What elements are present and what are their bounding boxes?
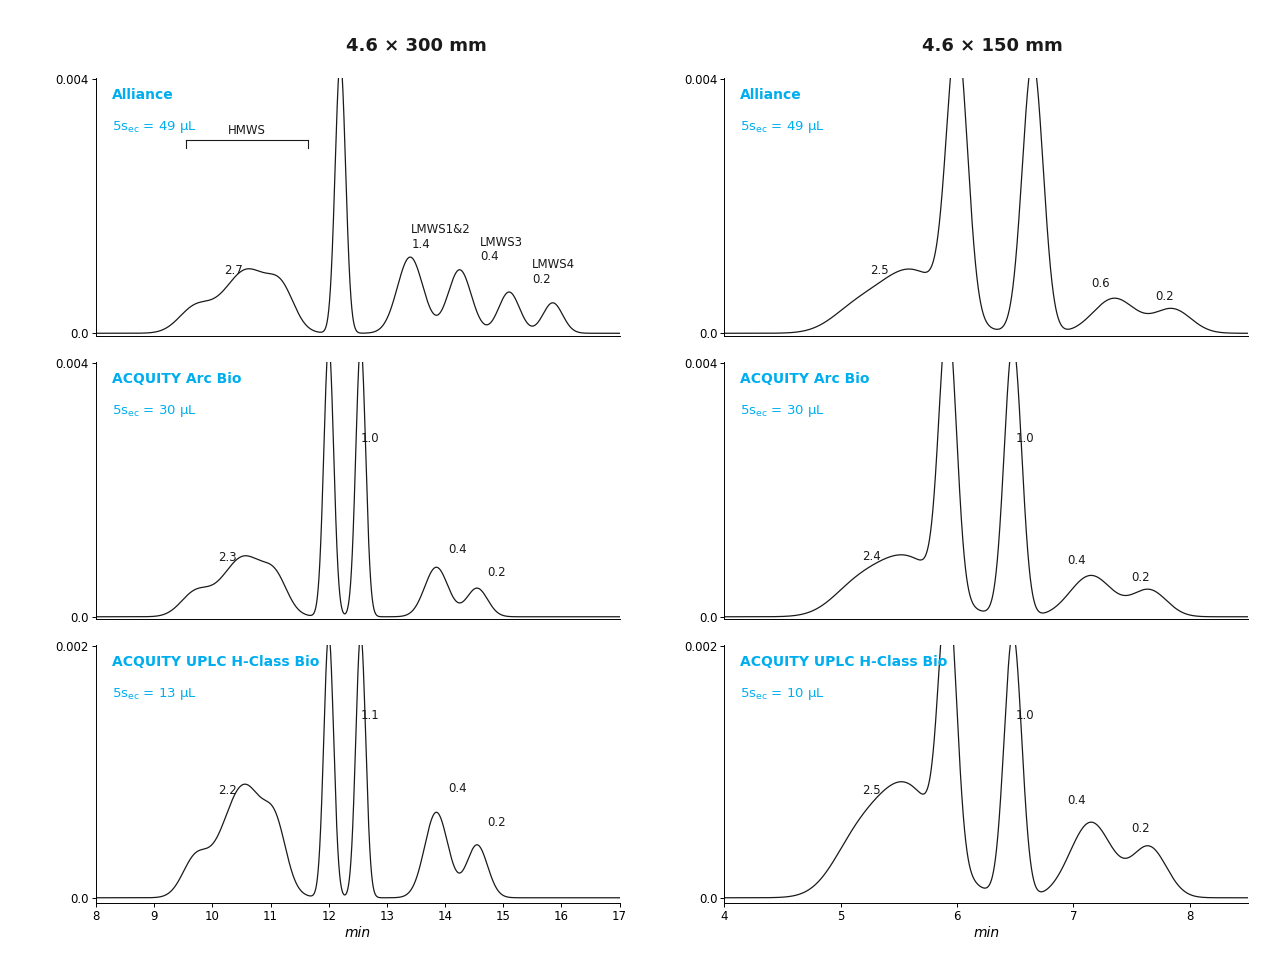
Text: 1.0: 1.0: [361, 432, 379, 445]
Text: ACQUITY UPLC H-Class Bio: ACQUITY UPLC H-Class Bio: [740, 656, 947, 670]
Text: 2.5: 2.5: [870, 264, 888, 277]
Text: 1.0: 1.0: [1015, 709, 1034, 722]
Text: 0.2: 0.2: [486, 816, 506, 829]
Text: 4.6 × 150 mm: 4.6 × 150 mm: [922, 37, 1062, 55]
Text: ACQUITY Arc Bio: ACQUITY Arc Bio: [740, 372, 869, 386]
Text: LMWS3
0.4: LMWS3 0.4: [480, 236, 524, 264]
Text: 1.0: 1.0: [1015, 432, 1034, 445]
Text: Alliance: Alliance: [111, 89, 174, 102]
Text: 0.4: 0.4: [1068, 554, 1087, 567]
Text: 2.3: 2.3: [218, 551, 237, 564]
Text: HMWS: HMWS: [228, 124, 266, 138]
Text: $5\mathrm{s}_{\mathrm{ec}}$ = 30 μL: $5\mathrm{s}_{\mathrm{ec}}$ = 30 μL: [111, 403, 197, 419]
Text: 2.4: 2.4: [861, 549, 881, 563]
Text: 0.2: 0.2: [1132, 822, 1151, 834]
Text: 0.2: 0.2: [1155, 290, 1174, 303]
Text: 0.4: 0.4: [448, 782, 467, 794]
Text: 0.2: 0.2: [486, 566, 506, 579]
Text: $5\mathrm{s}_{\mathrm{ec}}$ = 13 μL: $5\mathrm{s}_{\mathrm{ec}}$ = 13 μL: [111, 686, 197, 703]
Text: 4.6 × 300 mm: 4.6 × 300 mm: [346, 37, 486, 55]
Text: 0.6: 0.6: [1091, 277, 1110, 290]
Text: 0.4: 0.4: [1068, 794, 1087, 807]
Text: $5\mathrm{s}_{\mathrm{ec}}$ = 49 μL: $5\mathrm{s}_{\mathrm{ec}}$ = 49 μL: [111, 119, 197, 136]
Text: 0.4: 0.4: [448, 544, 467, 556]
Text: $5\mathrm{s}_{\mathrm{ec}}$ = 30 μL: $5\mathrm{s}_{\mathrm{ec}}$ = 30 μL: [740, 403, 824, 419]
Text: Alliance: Alliance: [740, 89, 801, 102]
Text: LMWS1&2
1.4: LMWS1&2 1.4: [411, 224, 471, 251]
Text: 1.1: 1.1: [361, 709, 379, 722]
Text: 2.5: 2.5: [861, 784, 881, 797]
Text: $5\mathrm{s}_{\mathrm{ec}}$ = 10 μL: $5\mathrm{s}_{\mathrm{ec}}$ = 10 μL: [740, 686, 824, 703]
Text: $5\mathrm{s}_{\mathrm{ec}}$ = 49 μL: $5\mathrm{s}_{\mathrm{ec}}$ = 49 μL: [740, 119, 824, 136]
X-axis label: min: min: [344, 925, 371, 940]
Text: ACQUITY Arc Bio: ACQUITY Arc Bio: [111, 372, 241, 386]
Text: 2.2: 2.2: [218, 784, 237, 797]
Text: ACQUITY UPLC H-Class Bio: ACQUITY UPLC H-Class Bio: [111, 656, 319, 670]
Text: 2.7: 2.7: [224, 264, 243, 277]
Text: 0.2: 0.2: [1132, 571, 1151, 584]
Text: LMWS4
0.2: LMWS4 0.2: [532, 259, 576, 286]
X-axis label: min: min: [973, 925, 1000, 940]
